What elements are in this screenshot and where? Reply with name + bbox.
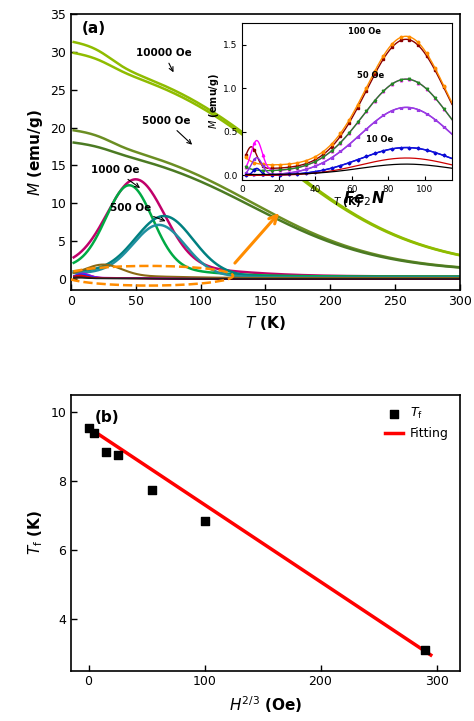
Point bbox=[85, 422, 92, 433]
Y-axis label: $T_{\mathrm{f}}$ (K): $T_{\mathrm{f}}$ (K) bbox=[26, 510, 45, 555]
X-axis label: $H^{2/3}$ (Oe): $H^{2/3}$ (Oe) bbox=[229, 694, 302, 715]
Point bbox=[421, 644, 429, 655]
Point bbox=[201, 515, 208, 526]
Text: 10000 Oe: 10000 Oe bbox=[136, 48, 191, 71]
Point bbox=[114, 449, 121, 461]
Legend: $T_{\rm f}$, Fitting: $T_{\rm f}$, Fitting bbox=[380, 401, 454, 446]
Point bbox=[91, 427, 98, 438]
Y-axis label: $M$ (emu/g): $M$ (emu/g) bbox=[26, 109, 45, 195]
X-axis label: $T$ (K): $T$ (K) bbox=[245, 314, 286, 332]
Text: 5000 Oe: 5000 Oe bbox=[142, 116, 191, 144]
Text: (a): (a) bbox=[82, 22, 106, 36]
Text: 500 Oe: 500 Oe bbox=[110, 203, 164, 221]
Text: (b): (b) bbox=[94, 410, 119, 425]
Text: Fe$_2$N: Fe$_2$N bbox=[343, 189, 386, 208]
Point bbox=[102, 446, 109, 458]
Point bbox=[148, 484, 156, 495]
Text: 1000 Oe: 1000 Oe bbox=[91, 165, 139, 187]
